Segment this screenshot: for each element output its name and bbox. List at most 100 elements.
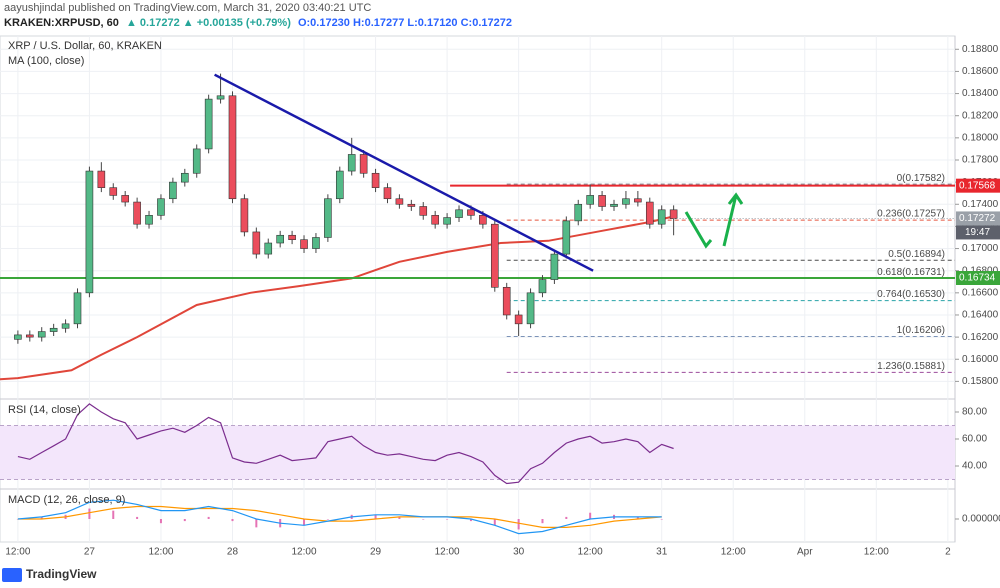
histogram-bar [112, 510, 115, 519]
y-tick-label: 0.16200 [962, 332, 999, 343]
histogram-bar [469, 519, 472, 522]
level-badge-bg [956, 178, 1000, 193]
candle-body [347, 154, 356, 172]
fib-label: 0.5(0.16894) [888, 249, 945, 260]
level-badge: 0.16734 [959, 273, 996, 284]
y-tick-label: 0.18600 [962, 66, 999, 77]
candle-body [622, 198, 630, 205]
x-tick-label: 28 [227, 547, 239, 558]
candle-body [121, 195, 129, 203]
fib-label: 0.618(0.16731) [877, 267, 945, 278]
y-tick-label: 0.17400 [962, 199, 999, 210]
y-tick-label: 40.00 [962, 461, 987, 472]
signal-line [17, 505, 662, 528]
candle-body [419, 206, 428, 216]
x-tick-label: 31 [656, 547, 668, 558]
candle-body [228, 95, 237, 200]
candle-body [85, 170, 94, 294]
candle-body [181, 172, 189, 183]
x-tick-label: Apr [797, 547, 813, 558]
panel-title: RSI (14, close) [8, 404, 81, 416]
candle-body [383, 187, 392, 200]
candle-body [157, 198, 165, 216]
histogram-bar [565, 516, 568, 519]
candle-body [407, 203, 416, 207]
candle-body [490, 223, 499, 288]
candle-body [574, 203, 583, 222]
candle-body [371, 172, 380, 188]
candle-body [14, 334, 22, 340]
layers: 12:00 27 12:00 28 12:00 29 12:00 30 12:00 31 12:00… [0, 36, 1000, 558]
level-badge: 0.17568 [959, 180, 996, 191]
x-tick-label: 12:00 [5, 547, 30, 558]
last-price-badge: 0.17272 [959, 213, 996, 224]
x-tick-label: 12:00 [864, 547, 889, 558]
candle-body [669, 209, 678, 219]
histogram-bar [231, 519, 234, 522]
panel-title: MACD (12, 26, close, 9) [8, 494, 125, 506]
x-tick-label: 30 [513, 547, 525, 558]
arrow-annotation [684, 192, 744, 249]
y-tick-label: 60.00 [962, 434, 987, 445]
fib-label: 1.236(0.15881) [877, 361, 945, 372]
candle-body [538, 279, 547, 294]
y-tick-label: 0.16000 [962, 354, 999, 365]
symbol-line: KRAKEN:XRPUSD, 60 ▲ 0.17272 ▲ +0.00135 (… [4, 17, 512, 29]
level-badge-bg [956, 270, 1000, 285]
histogram-bar [422, 519, 425, 520]
y-tick-label: 0.18400 [962, 88, 999, 99]
candle-body [49, 327, 58, 332]
countdown-bg [956, 225, 1000, 240]
histogram-bar [40, 516, 43, 519]
histogram-bar [16, 519, 19, 520]
histogram-bar [660, 519, 663, 520]
candle-body [479, 215, 487, 225]
countdown: 19:47 [965, 227, 990, 238]
candle-body [192, 148, 201, 174]
histogram-bar [541, 519, 544, 524]
candle-body [359, 154, 368, 174]
x-tick-label: 12:00 [292, 547, 317, 558]
moving-average [0, 215, 674, 381]
candle-body [562, 220, 571, 255]
fib-label: 1(0.16206) [897, 325, 945, 336]
chart-title: XRP / U.S. Dollar, 60, KRAKEN [8, 40, 162, 52]
trendline [214, 73, 594, 272]
candle-body [550, 253, 559, 280]
histogram-bar [207, 516, 210, 519]
candle-body [610, 203, 618, 207]
x-tick-label: 12:00 [148, 547, 173, 558]
histogram-bar [88, 508, 91, 519]
candle-body [634, 198, 642, 203]
candle-body [431, 215, 439, 225]
histogram-bar [183, 519, 186, 522]
y-tick-label: 0.17800 [962, 155, 999, 166]
candle-body [502, 286, 511, 316]
fib-label: 0(0.17582) [897, 173, 945, 184]
x-tick-label: 12:00 [721, 547, 746, 558]
legend-entry: MA (100, close) [8, 55, 84, 67]
y-tick-label: 0.16600 [962, 287, 999, 298]
histogram-bar [159, 519, 162, 524]
candle-body [335, 170, 344, 200]
histogram-bar [636, 516, 639, 519]
rsi-line [17, 403, 674, 485]
candle-body [109, 187, 118, 196]
candle-body [169, 181, 177, 200]
y-tick-label: 0.18800 [962, 44, 999, 55]
histogram-bar [303, 519, 306, 526]
y-tick-label: 0.18200 [962, 110, 999, 121]
y-tick-label: 0.18000 [962, 132, 999, 143]
candle-body [514, 314, 523, 325]
candle-body [526, 292, 535, 325]
candle-body [276, 234, 284, 244]
brand: TradingView [26, 567, 97, 581]
candle-body [216, 95, 225, 100]
candle-body [657, 209, 666, 225]
histogram-bar [255, 519, 258, 528]
candle-body [395, 198, 404, 205]
candle-body [264, 242, 273, 255]
logo-icon [2, 568, 22, 582]
